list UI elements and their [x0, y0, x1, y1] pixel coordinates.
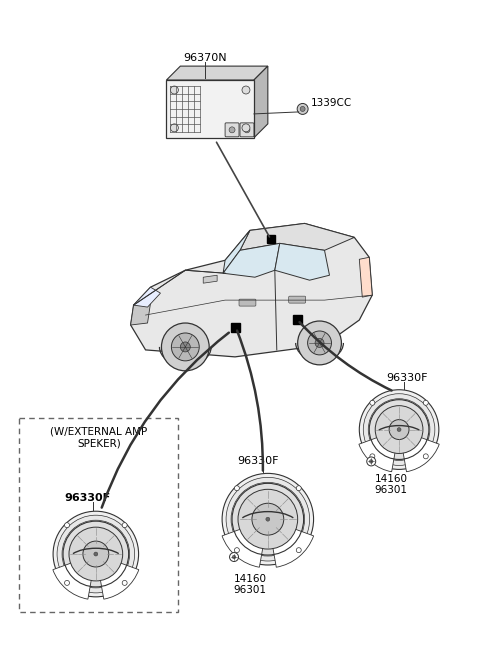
FancyBboxPatch shape: [240, 123, 254, 137]
Circle shape: [234, 486, 240, 491]
Circle shape: [315, 339, 324, 347]
Polygon shape: [133, 287, 160, 307]
Circle shape: [368, 399, 430, 460]
Circle shape: [367, 457, 376, 466]
Bar: [167, 80, 254, 138]
Bar: [231, 323, 240, 332]
Circle shape: [62, 520, 130, 588]
Wedge shape: [399, 430, 439, 472]
Wedge shape: [222, 519, 268, 567]
Circle shape: [252, 503, 284, 535]
Circle shape: [298, 321, 341, 365]
Circle shape: [360, 390, 439, 470]
Circle shape: [297, 103, 308, 115]
Circle shape: [296, 548, 301, 553]
Circle shape: [226, 477, 310, 561]
Circle shape: [423, 454, 428, 458]
Bar: [19, 418, 179, 612]
Polygon shape: [240, 223, 354, 250]
Circle shape: [370, 460, 373, 463]
Circle shape: [370, 454, 375, 458]
Text: 96370N: 96370N: [183, 53, 227, 63]
Polygon shape: [131, 223, 372, 357]
Polygon shape: [254, 66, 268, 138]
Text: 96330F: 96330F: [65, 493, 111, 503]
Circle shape: [242, 86, 250, 94]
Circle shape: [64, 523, 70, 528]
Circle shape: [231, 482, 305, 556]
Circle shape: [229, 553, 239, 561]
Text: 14160: 14160: [233, 574, 266, 584]
Circle shape: [244, 127, 250, 133]
Circle shape: [397, 428, 401, 432]
Text: 1339CC: 1339CC: [311, 98, 352, 108]
Polygon shape: [275, 244, 329, 280]
Bar: [267, 235, 275, 244]
Circle shape: [171, 333, 199, 361]
FancyBboxPatch shape: [239, 299, 256, 306]
Circle shape: [69, 527, 123, 581]
Circle shape: [308, 331, 332, 355]
Circle shape: [266, 517, 270, 521]
Polygon shape: [131, 303, 151, 325]
FancyBboxPatch shape: [225, 123, 239, 137]
Polygon shape: [167, 66, 268, 80]
Circle shape: [370, 400, 375, 405]
Bar: [293, 315, 301, 324]
Circle shape: [234, 548, 240, 553]
Text: 96301: 96301: [374, 485, 408, 495]
Circle shape: [122, 523, 127, 528]
Circle shape: [57, 515, 134, 593]
Circle shape: [53, 511, 139, 597]
Circle shape: [122, 580, 127, 586]
Circle shape: [161, 323, 209, 371]
Polygon shape: [360, 257, 372, 297]
Circle shape: [375, 405, 423, 453]
Circle shape: [170, 86, 179, 94]
Circle shape: [222, 474, 313, 565]
Circle shape: [180, 342, 190, 352]
Text: 14160: 14160: [374, 474, 408, 484]
Circle shape: [170, 124, 179, 132]
Circle shape: [238, 489, 298, 549]
Circle shape: [83, 541, 109, 567]
Polygon shape: [223, 231, 250, 273]
Text: 96330F: 96330F: [237, 457, 279, 466]
Text: (W/EXTERNAL AMP: (W/EXTERNAL AMP: [50, 426, 147, 436]
Circle shape: [64, 580, 70, 586]
Circle shape: [423, 400, 428, 405]
Wedge shape: [268, 519, 313, 567]
Circle shape: [242, 124, 250, 132]
Circle shape: [300, 107, 305, 111]
Text: 96301: 96301: [233, 585, 266, 595]
Wedge shape: [96, 554, 139, 599]
Circle shape: [363, 394, 435, 466]
Text: SPEKER): SPEKER): [77, 438, 120, 449]
Wedge shape: [53, 554, 96, 599]
Polygon shape: [223, 244, 280, 277]
Text: 96330F: 96330F: [386, 373, 428, 383]
Polygon shape: [203, 275, 217, 283]
FancyBboxPatch shape: [288, 296, 306, 303]
Circle shape: [94, 552, 98, 556]
Circle shape: [232, 555, 236, 559]
Circle shape: [229, 127, 235, 133]
Wedge shape: [359, 430, 399, 472]
Circle shape: [296, 486, 301, 491]
Circle shape: [389, 420, 409, 440]
